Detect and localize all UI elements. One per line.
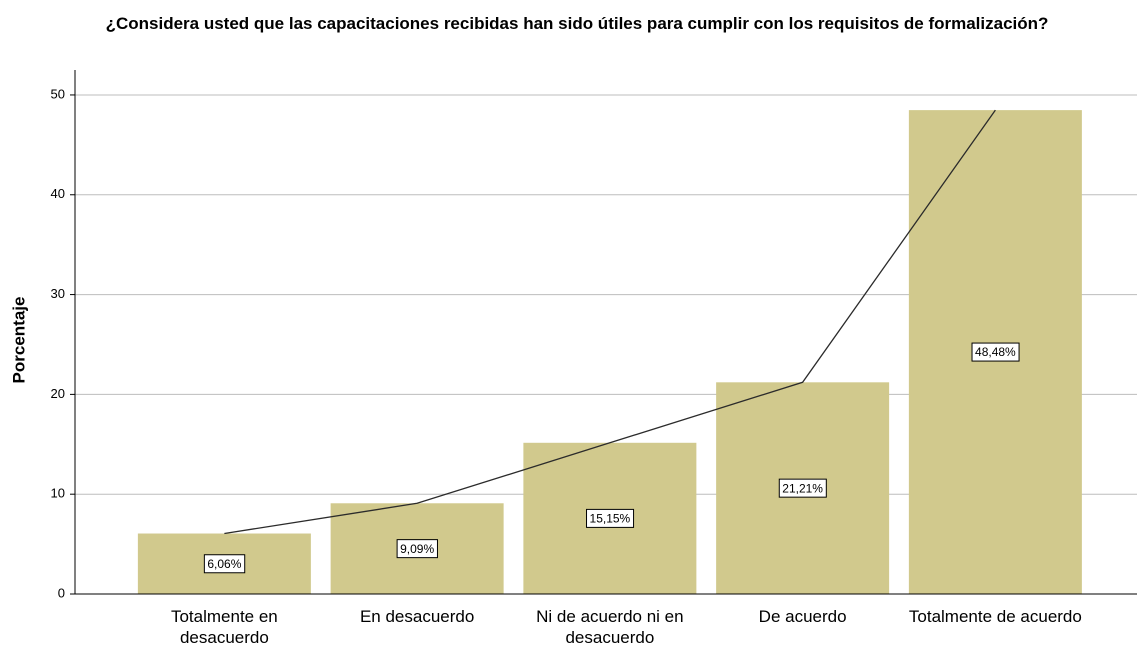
x-tick-label: De acuerdo [758,607,847,626]
value-label: 48,48% [971,342,1020,362]
value-label: 21,21% [778,478,827,498]
y-tick-label: 50 [51,86,65,101]
y-tick-label: 10 [51,486,65,501]
x-tick-label: En desacuerdo [359,607,475,626]
chart-title: ¿Considera usted que las capacitaciones … [105,14,1049,33]
value-label-text: 9,09% [400,542,434,556]
value-label-box [203,554,246,574]
y-tick-label: 40 [51,186,65,201]
y-axis-label: Porcentaje [9,297,28,384]
value-label-box [586,508,635,528]
y-tick-label: 20 [51,386,65,401]
value-label-text: 48,48% [975,345,1016,359]
value-label-box [396,539,438,559]
value-label-text: 15,15% [590,512,631,526]
y-tick-label: 0 [58,585,65,600]
value-label: 9,09% [396,539,438,559]
y-tick-label: 30 [51,286,65,301]
x-tick-label: Ni de acuerdo ni en desacuerdo [536,607,684,647]
value-label-box [971,342,1020,362]
x-tick-label: Totalmente en desacuerdo [170,607,278,647]
value-label-text: 6,06% [207,557,241,571]
value-label: 15,15% [586,508,635,528]
value-label: 6,06% [203,554,246,574]
x-tick-label: Totalmente de acuerdo [908,607,1082,626]
value-label-text: 21,21% [782,481,823,495]
value-label-box [778,478,827,498]
line [224,109,996,535]
